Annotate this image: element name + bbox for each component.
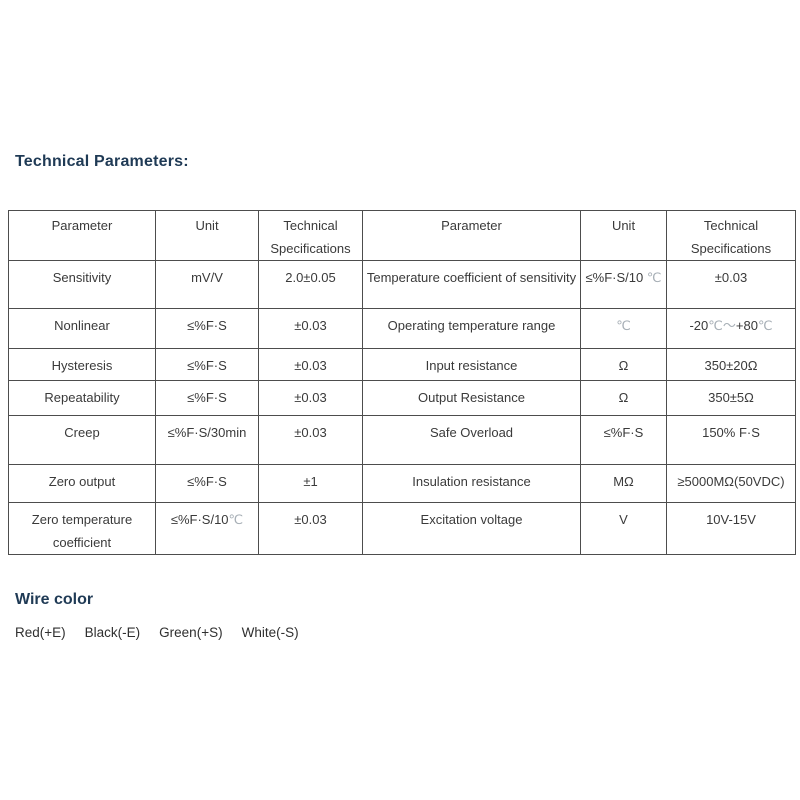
unit-cell: ≤%F·S/10 ℃ [580, 260, 667, 309]
table-body: Sensitivity mV/V 2.0±0.05 Temperature coeff… [8, 260, 796, 555]
param-name-cell: Creep [8, 415, 156, 465]
spec-value-cell: ±0.03 [258, 502, 363, 555]
spec-value-cell: ≥5000MΩ(50VDC) [666, 464, 796, 503]
wire-color-item: White(-S) [241, 625, 299, 640]
wire-color-item: Red(+E) [15, 625, 66, 640]
spec-value-cell: 350±20Ω [666, 348, 796, 381]
table-row: Hysteresis ≤%F·S ±0.03 Input resistance Ω 350… [8, 348, 796, 381]
unit-cell: V [580, 502, 667, 555]
unit-cell: MΩ [580, 464, 667, 503]
spec-value-cell: -20℃～+80℃ [666, 308, 796, 349]
spec-value-cell: 150% F·S [666, 415, 796, 465]
unit-cell: ℃ [580, 308, 667, 349]
unit-cell: ≤%F·S [155, 464, 259, 503]
unit-cell: ≤%F·S [155, 348, 259, 381]
spec-value-cell: 10V-15V [666, 502, 796, 555]
unit-cell: Ω [580, 380, 667, 416]
column-header: Unit [155, 210, 259, 261]
param-name-cell: Safe Overload [362, 415, 581, 465]
spec-value-cell: 350±5Ω [666, 380, 796, 416]
wire-color-heading: Wire color [15, 591, 94, 608]
table-row: Sensitivity mV/V 2.0±0.05 Temperature coeff… [8, 260, 796, 309]
wire-color-item: Black(-E) [84, 625, 141, 640]
spec-value-cell: 2.0±0.05 [258, 260, 363, 309]
param-name-cell: Excitation voltage [362, 502, 581, 555]
column-header: Unit [580, 210, 667, 261]
unit-cell: ≤%F·S/10℃ [155, 502, 259, 555]
table-row: Repeatability ≤%F·S ±0.03 Output Resistance… [8, 380, 796, 416]
unit-cell: ≤%F·S [155, 380, 259, 416]
column-header: Parameter [362, 210, 581, 261]
table-row: Creep ≤%F·S/30min ±0.03 Safe Overload ≤%F·S 1… [8, 415, 796, 465]
param-name-cell: Temperature coefficient of sensitivity [362, 260, 581, 309]
spec-value-cell: ±0.03 [666, 260, 796, 309]
table-header: Parameter Unit Technical Specifications Par… [8, 210, 796, 261]
param-name-cell: Hysteresis [8, 348, 156, 381]
technical-parameters-heading: Technical Parameters: [15, 153, 189, 170]
param-name-cell: Insulation resistance [362, 464, 581, 503]
column-header: Technical Specifications [666, 210, 796, 261]
table-header-row: Parameter Unit Technical Specifications Par… [8, 210, 796, 261]
spec-value-cell: ±0.03 [258, 415, 363, 465]
spec-value-cell: ±0.03 [258, 380, 363, 416]
table-row: Nonlinear ≤%F·S ±0.03 Operating temperature… [8, 308, 796, 349]
unit-cell: ≤%F·S/30min [155, 415, 259, 465]
wire-color-item: Green(+S) [159, 625, 223, 640]
param-name-cell: Repeatability [8, 380, 156, 416]
param-name-cell: Output Resistance [362, 380, 581, 416]
param-name-cell: Nonlinear [8, 308, 156, 349]
spec-value-cell: ±0.03 [258, 308, 363, 349]
spec-value-cell: ±0.03 [258, 348, 363, 381]
column-header: Parameter [8, 210, 156, 261]
technical-parameters-table: Parameter Unit Technical Specifications Par… [8, 210, 796, 555]
column-header: Technical Specifications [258, 210, 363, 261]
param-name-cell: Zero output [8, 464, 156, 503]
spec-value-cell: ±1 [258, 464, 363, 503]
param-name-cell: Zero temperature coefficient [8, 502, 156, 555]
unit-cell: mV/V [155, 260, 259, 309]
param-name-cell: Sensitivity [8, 260, 156, 309]
param-name-cell: Operating temperature range [362, 308, 581, 349]
table-row: Zero temperature coefficient ≤%F·S/10℃ ±0.… [8, 502, 796, 555]
unit-cell: ≤%F·S [155, 308, 259, 349]
unit-cell: ≤%F·S [580, 415, 667, 465]
table-row: Zero output ≤%F·S ±1 Insulation resistance M… [8, 464, 796, 503]
param-name-cell: Input resistance [362, 348, 581, 381]
wire-color-list: Red(+E) Black(-E) Green(+S) White(-S) [15, 625, 318, 640]
unit-cell: Ω [580, 348, 667, 381]
